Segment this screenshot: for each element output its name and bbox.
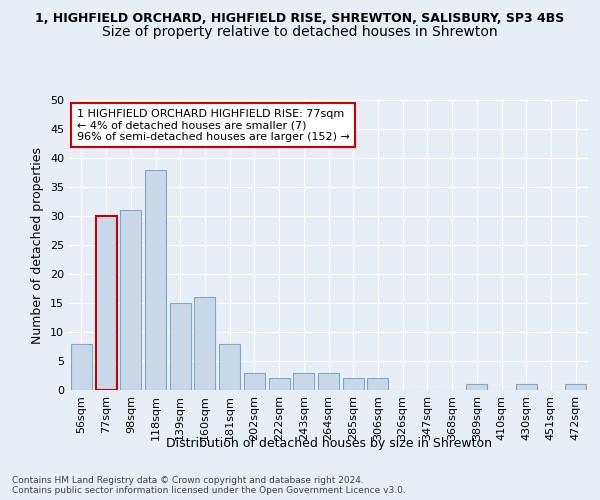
Bar [244, 372, 265, 390]
Bar [170, 303, 191, 390]
Bar [269, 378, 290, 390]
Bar [71, 344, 92, 390]
Bar [565, 384, 586, 390]
Text: Distribution of detached houses by size in Shrewton: Distribution of detached houses by size … [166, 438, 492, 450]
Text: Contains HM Land Registry data © Crown copyright and database right 2024.
Contai: Contains HM Land Registry data © Crown c… [12, 476, 406, 495]
Bar [516, 384, 537, 390]
Bar [318, 372, 339, 390]
Bar [145, 170, 166, 390]
Bar [95, 216, 116, 390]
Bar [343, 378, 364, 390]
Bar [120, 210, 141, 390]
Bar [367, 378, 388, 390]
Y-axis label: Number of detached properties: Number of detached properties [31, 146, 44, 344]
Bar [293, 372, 314, 390]
Bar [219, 344, 240, 390]
Bar [466, 384, 487, 390]
Text: 1 HIGHFIELD ORCHARD HIGHFIELD RISE: 77sqm
← 4% of detached houses are smaller (7: 1 HIGHFIELD ORCHARD HIGHFIELD RISE: 77sq… [77, 108, 350, 142]
Text: 1, HIGHFIELD ORCHARD, HIGHFIELD RISE, SHREWTON, SALISBURY, SP3 4BS: 1, HIGHFIELD ORCHARD, HIGHFIELD RISE, SH… [35, 12, 565, 26]
Text: Size of property relative to detached houses in Shrewton: Size of property relative to detached ho… [102, 25, 498, 39]
Bar [194, 297, 215, 390]
